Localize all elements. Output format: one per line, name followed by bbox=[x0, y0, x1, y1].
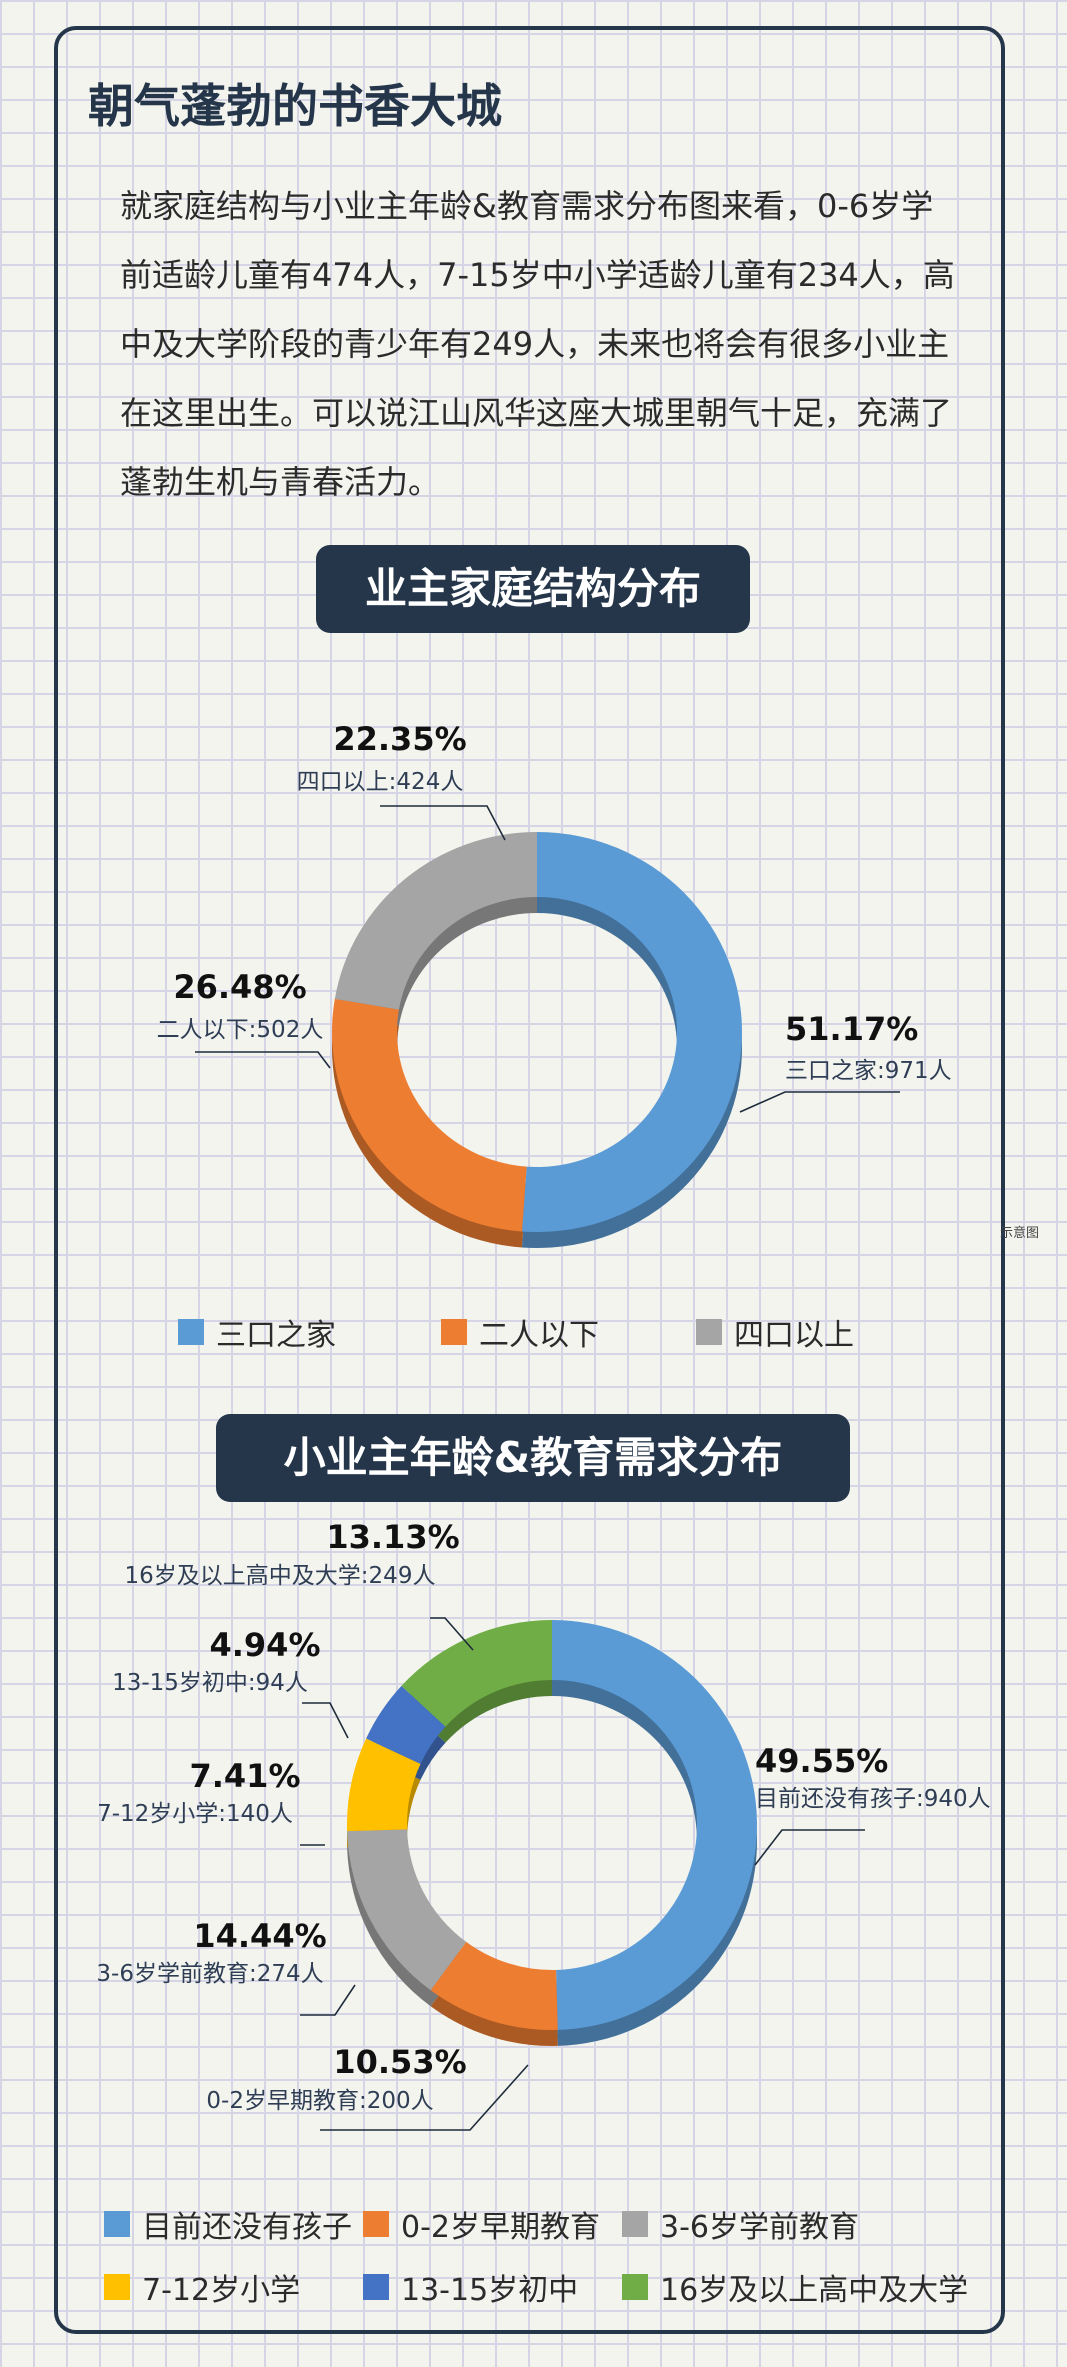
infographic-card bbox=[54, 26, 1005, 2334]
leader-line bbox=[754, 1829, 865, 1866]
slice-detail-label: 二人以下:502人 bbox=[157, 1017, 324, 1043]
leader-line bbox=[320, 2064, 529, 2131]
slice-percent-label: 14.44% bbox=[193, 1917, 326, 1955]
legend-item-0-2: 0-2岁早期教育 bbox=[363, 2202, 600, 2246]
slice-detail-label: 目前还没有孩子:940人 bbox=[755, 1786, 991, 1812]
legend-item-7-12: 7-12岁小学 bbox=[104, 2265, 300, 2309]
slice-percent-label: 13.13% bbox=[326, 1518, 459, 1556]
legend-swatch bbox=[696, 1319, 722, 1345]
donut-slice bbox=[347, 1829, 467, 1991]
legend-swatch bbox=[104, 2274, 130, 2300]
legend-label: 16岁及以上高中及大学 bbox=[660, 2273, 969, 2308]
leader-line bbox=[739, 1091, 900, 1113]
legend-swatch bbox=[622, 2211, 648, 2237]
leader-line bbox=[300, 1984, 356, 2016]
schematic-note: 示意图 bbox=[1000, 1226, 1040, 1241]
slice-detail-label: 四口以上:424人 bbox=[297, 769, 464, 795]
chart2-title: 小业主年龄&教育需求分布 bbox=[216, 1414, 850, 1502]
legend-label: 三口之家 bbox=[216, 1318, 336, 1353]
donut-slice bbox=[366, 1685, 446, 1764]
legend-swatch bbox=[363, 2211, 389, 2237]
slice-detail-label: 16岁及以上高中及大学:249人 bbox=[125, 1563, 436, 1589]
leader-line bbox=[302, 1702, 349, 1739]
slice-percent-label: 4.94% bbox=[209, 1626, 320, 1664]
legend-item-three-person: 三口之家 bbox=[178, 1310, 336, 1354]
legend-swatch bbox=[178, 1319, 204, 1345]
legend-item-no-child: 目前还没有孩子 bbox=[104, 2202, 352, 2246]
slice-percent-label: 51.17% bbox=[785, 1010, 918, 1048]
leader-line bbox=[380, 805, 506, 841]
donut-slice bbox=[552, 1620, 758, 2030]
slice-detail-label: 0-2岁早期教育:200人 bbox=[206, 2088, 433, 2114]
slice-detail-label: 13-15岁初中:94人 bbox=[112, 1670, 308, 1696]
donut-slice bbox=[521, 832, 743, 1232]
slice-percent-label: 26.48% bbox=[173, 968, 306, 1006]
leader-line bbox=[430, 1617, 474, 1651]
legend-label: 目前还没有孩子 bbox=[142, 2210, 352, 2245]
legend-swatch bbox=[104, 2211, 130, 2237]
legend-swatch bbox=[441, 1319, 467, 1345]
chart1-title: 业主家庭结构分布 bbox=[316, 545, 750, 633]
donut-slice bbox=[430, 1941, 558, 2030]
legend-item-four-plus: 四口以上 bbox=[696, 1310, 854, 1354]
donut-slice bbox=[334, 832, 537, 1010]
children-age-donut-chart: 49.55% 目前还没有孩子:940人 10.53% 0-2岁早期教育:200人 14.… bbox=[96, 1518, 991, 2131]
legend-label: 二人以下 bbox=[479, 1318, 599, 1353]
slice-detail-label: 3-6岁学前教育:274人 bbox=[96, 1961, 323, 1987]
family-structure-donut-chart: 51.17% 三口之家:971人 26.48% 二人以下:502人 22.35% 四口以上… bbox=[157, 720, 952, 1248]
legend-label: 四口以上 bbox=[734, 1318, 854, 1353]
legend-label: 7-12岁小学 bbox=[142, 2273, 301, 2308]
legend-item-13-15: 13-15岁初中 bbox=[363, 2265, 578, 2309]
slice-percent-label: 10.53% bbox=[333, 2043, 466, 2081]
legend-item-3-6: 3-6岁学前教育 bbox=[622, 2202, 859, 2246]
legend-label: 13-15岁初中 bbox=[401, 2273, 579, 2308]
donut-slice bbox=[347, 1738, 421, 1832]
legend-swatch bbox=[363, 2274, 389, 2300]
donut-slice bbox=[331, 998, 527, 1232]
legend-item-two-or-less: 二人以下 bbox=[441, 1310, 599, 1354]
legend-label: 3-6岁学前教育 bbox=[660, 2210, 859, 2245]
leader-line bbox=[195, 1051, 331, 1069]
page-title: 朝气蓬勃的书香大城 bbox=[88, 79, 502, 133]
intro-paragraph: 就家庭结构与小业主年龄&教育需求分布图来看，0-6岁学前适龄儿童有474人，7-… bbox=[120, 187, 955, 501]
slice-detail-label: 三口之家:971人 bbox=[785, 1058, 952, 1084]
legend-label: 0-2岁早期教育 bbox=[401, 2210, 600, 2245]
slice-percent-label: 22.35% bbox=[333, 720, 466, 758]
slice-percent-label: 7.41% bbox=[189, 1757, 300, 1795]
donut-slice bbox=[401, 1620, 552, 1727]
slice-detail-label: 7-12岁小学:140人 bbox=[97, 1801, 293, 1827]
legend-swatch bbox=[622, 2274, 648, 2300]
slice-percent-label: 49.55% bbox=[755, 1742, 888, 1780]
legend-item-16-plus: 16岁及以上高中及大学 bbox=[622, 2265, 968, 2309]
